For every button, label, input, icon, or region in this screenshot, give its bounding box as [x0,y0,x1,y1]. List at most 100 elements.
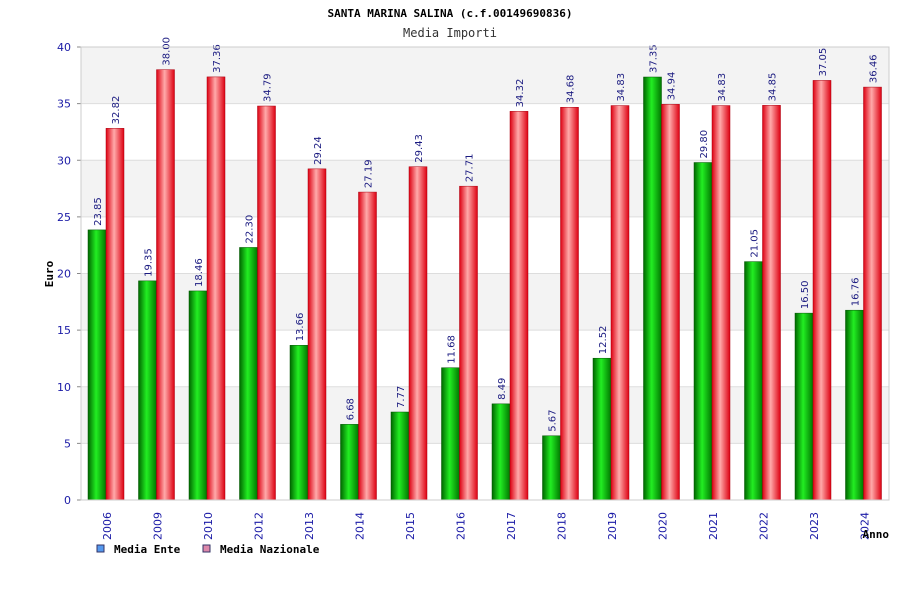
bar-media-ente [542,435,561,501]
data-label: 37.35 [649,44,660,73]
data-label: 21.05 [750,229,761,258]
x-tick-label: 2019 [606,512,619,540]
y-tick-label: 0 [64,494,71,507]
bar-media-nazionale [812,80,832,501]
y-tick-label: 10 [57,381,71,394]
data-label: 37.36 [212,44,223,73]
bar-media-nazionale [307,168,327,501]
bar-media-ente [744,261,763,501]
data-label: 22.30 [245,215,256,244]
bar-media-ente [441,367,460,501]
bar-media-ente [693,162,713,501]
y-tick-label: 20 [57,268,71,281]
data-label: 34.83 [616,73,627,102]
bar-media-nazionale [610,105,630,501]
bar-media-nazionale [711,105,731,501]
bar-media-nazionale [863,86,882,501]
data-label: 18.46 [194,258,205,287]
bar-media-ente [794,312,814,501]
bar-media-nazionale [358,191,377,501]
x-tick-label: 2012 [253,512,266,540]
y-tick-label: 25 [57,211,71,224]
bar-media-ente [138,280,157,501]
bar-media-ente [239,247,258,501]
x-tick-label: 2018 [556,512,569,540]
data-label: 23.85 [93,197,104,226]
data-label: 5.67 [548,410,559,432]
plot-border [80,46,890,501]
x-tick-label: 2023 [808,512,821,540]
bar-media-ente [188,290,208,501]
x-tick-label: 2024 [859,512,872,540]
data-label: 12.52 [598,326,609,355]
data-label: 8.49 [497,378,508,400]
bar-media-nazionale [257,105,276,501]
bar-media-nazionale [661,104,680,501]
data-label: 36.46 [869,54,880,83]
bar-media-nazionale [206,76,226,501]
x-tick-label: 2021 [707,512,720,540]
data-label: 34.85 [768,73,779,102]
data-label: 29.80 [699,130,710,159]
data-label: 34.68 [566,75,577,104]
bar-media-ente [340,424,359,501]
bar-media-nazionale [560,106,579,501]
bar-media-ente [592,357,612,501]
data-label: 27.19 [364,159,375,188]
bar-media-ente [845,309,864,501]
data-labels-group: 23.85 32.82 19.35 38.00 18.46 37.36 22.30 34.79… [93,37,880,432]
chart-subtitle: Media Importi [403,26,497,40]
data-label: 16.50 [800,280,811,309]
data-label: 27.71 [465,154,476,183]
bar-media-nazionale [156,69,175,501]
x-tick-label: 2014 [354,512,367,540]
data-label: 19.35 [144,248,155,277]
data-label: 13.66 [295,313,306,342]
chart-title: SANTA MARINA SALINA (c.f.00149690836) [327,7,572,20]
y-tick-label: 30 [57,154,71,167]
bar-media-nazionale [459,185,478,501]
bar-media-ente [289,345,309,501]
legend-swatch-media-nazionale [202,544,211,553]
data-label: 38.00 [162,37,173,66]
data-label: 6.68 [346,398,357,420]
x-tick-label: 2017 [505,512,518,540]
legend-swatch-media-ente [96,544,105,553]
legend-label-media-nazionale: Media Nazionale [220,543,320,556]
data-label: 34.32 [515,79,526,108]
x-tick-label: 2006 [101,512,114,540]
data-label: 37.05 [818,48,829,77]
data-label: 29.24 [313,136,324,165]
bar-media-nazionale [408,166,428,501]
data-label: 16.76 [851,278,862,307]
data-label: 29.43 [414,134,425,163]
y-tick-label: 5 [64,437,71,450]
data-label: 7.77 [396,386,407,408]
x-tick-label: 2016 [455,512,468,540]
bar-media-ente [390,411,410,501]
legend-label-media-ente: Media Ente [114,543,181,556]
bar-media-nazionale [762,105,781,501]
bar-media-nazionale [509,111,529,501]
x-tick-label: 2009 [152,512,165,540]
y-axis-label: Euro [43,260,56,287]
bars-group [87,69,882,501]
y-tick-label: 35 [57,98,71,111]
axes-group: 0 5 10 15 20 25 30 35 40 2006 2009 2010 2012 2013 2014… [57,41,890,540]
data-label: 34.83 [717,73,728,102]
x-tick-label: 2015 [404,512,417,540]
data-label: 32.82 [111,96,122,125]
legend: Media Ente Media Nazionale [96,543,320,556]
y-tick-label: 15 [57,324,71,337]
data-label: 11.68 [447,335,458,364]
x-axis-label: Anno [863,528,890,541]
x-tick-label: 2013 [303,512,316,540]
bar-media-ente [491,403,511,501]
bar-media-ente [643,76,662,501]
bar-media-nazionale [105,128,125,501]
bar-media-ente [87,229,107,501]
x-tick-label: 2020 [657,512,670,540]
data-label: 34.79 [263,73,274,102]
x-tick-label: 2022 [758,512,771,540]
